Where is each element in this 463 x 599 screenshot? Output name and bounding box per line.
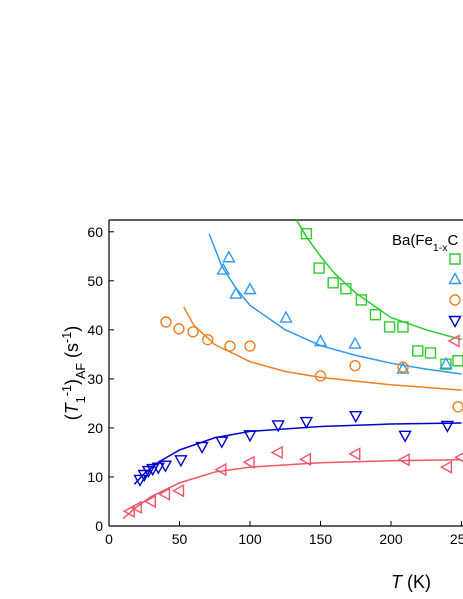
data-point: [298, 452, 312, 466]
y-axis-label: (T1-1)AF (s-1): [60, 326, 88, 421]
data-point: [137, 469, 151, 482]
data-point: [397, 321, 409, 333]
x-tick-label: 150: [309, 531, 333, 547]
data-point: [229, 286, 243, 299]
legend-marker: [448, 272, 462, 285]
text-part: -1: [60, 332, 74, 343]
text-part: T: [62, 401, 82, 414]
data-point: [348, 336, 362, 349]
y-tick-label: 0: [95, 518, 103, 534]
data-point: [160, 316, 172, 328]
text-part: (: [62, 414, 82, 420]
data-point: [158, 460, 173, 473]
text-part: C: [447, 232, 458, 249]
data-point: [143, 494, 156, 509]
data-point: [215, 436, 229, 449]
fit-line: [122, 459, 462, 520]
data-point: [383, 321, 396, 333]
y-tick-label: 30: [87, 371, 103, 387]
data-point: [398, 430, 412, 443]
data-point: [279, 310, 293, 323]
x-tick-label: 50: [172, 531, 188, 547]
data-point: [452, 355, 463, 367]
data-point: [424, 347, 437, 359]
data-point: [174, 455, 188, 468]
data-point: [440, 420, 455, 433]
x-tick-label: 0: [105, 531, 113, 547]
text-part: 1-x: [433, 242, 448, 254]
x-tick-label: 100: [238, 531, 262, 547]
data-point: [187, 326, 199, 338]
data-point: [242, 455, 255, 469]
data-point: [157, 487, 171, 501]
data-point: [173, 323, 185, 335]
data-point: [244, 340, 256, 352]
text-part: 1: [74, 396, 88, 403]
legend-marker: [449, 294, 461, 306]
data-point: [313, 262, 325, 274]
text-part: Ba(Fe: [392, 232, 433, 249]
text-part: T: [391, 572, 404, 592]
data-point: [439, 356, 453, 369]
data-point: [314, 370, 327, 382]
data-point: [299, 416, 314, 430]
data-point: [271, 420, 285, 433]
legend-marker: [449, 253, 461, 265]
text-part: ): [62, 379, 82, 385]
text-part: -1: [60, 385, 74, 396]
data-point: [216, 262, 230, 275]
text-part: ): [62, 326, 82, 332]
data-point: [348, 447, 361, 461]
data-point: [151, 462, 166, 475]
y-tick-label: 60: [87, 224, 103, 240]
data-point: [454, 452, 463, 463]
data-point: [300, 228, 313, 240]
text-part: (K): [402, 572, 431, 592]
data-point: [349, 410, 363, 424]
data-point: [270, 445, 283, 460]
data-point: [355, 294, 368, 306]
legend-marker: [448, 315, 462, 328]
legend-marker: [447, 334, 460, 348]
data-point: [224, 340, 236, 352]
data-point: [222, 250, 236, 263]
data-point: [146, 463, 160, 477]
y-tick-label: 20: [87, 420, 103, 436]
x-tick-label: 250: [450, 531, 463, 547]
data-point: [397, 453, 410, 467]
legend-title: Ba(Fe1-xC: [392, 232, 458, 254]
y-tick-label: 40: [87, 322, 103, 338]
x-axis-label: T (K): [391, 572, 431, 592]
data-point: [172, 484, 185, 498]
data-point: [243, 282, 257, 295]
data-point: [327, 277, 339, 289]
data-point: [243, 430, 257, 443]
data-point: [313, 334, 328, 347]
text-part: AF: [74, 363, 88, 379]
fit-line: [133, 422, 462, 485]
x-tick-label: 200: [379, 531, 403, 547]
text-part: (s: [62, 343, 82, 363]
data-point: [122, 504, 135, 518]
data-point: [201, 334, 214, 346]
data-point: [397, 361, 409, 373]
data-point: [439, 460, 453, 474]
fit-line: [208, 233, 462, 375]
data-point: [349, 360, 361, 372]
y-tick-label: 50: [87, 273, 103, 289]
data-point: [369, 308, 382, 321]
data-point: [133, 474, 147, 487]
y-tick-label: 10: [87, 469, 103, 485]
data-point: [214, 462, 227, 477]
data-point: [195, 441, 209, 455]
data-point: [452, 401, 463, 413]
data-point: [129, 500, 142, 515]
data-point: [412, 345, 424, 357]
data-point: [396, 361, 410, 374]
fit-line: [295, 219, 462, 341]
data-point: [340, 282, 352, 295]
